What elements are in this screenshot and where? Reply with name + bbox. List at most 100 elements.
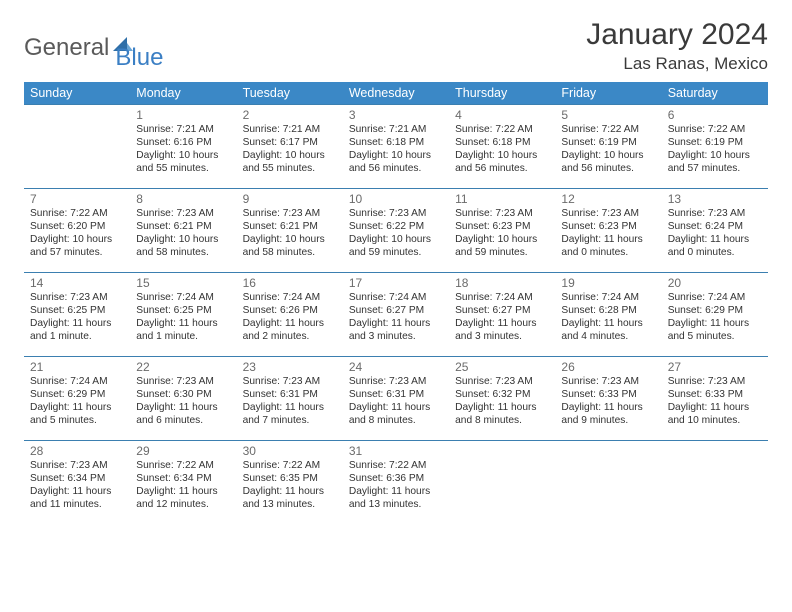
page-header: General Blue January 2024 Las Ranas, Mex…	[24, 18, 768, 74]
dow-header: Wednesday	[343, 82, 449, 105]
day-details: Sunrise: 7:23 AMSunset: 6:23 PMDaylight:…	[453, 207, 551, 259]
dow-header: Saturday	[662, 82, 768, 105]
day-number: 27	[666, 357, 764, 375]
day-number: 17	[347, 273, 445, 291]
week-row: 7Sunrise: 7:22 AMSunset: 6:20 PMDaylight…	[24, 189, 768, 273]
day-cell	[555, 441, 661, 525]
day-details: Sunrise: 7:23 AMSunset: 6:32 PMDaylight:…	[453, 375, 551, 427]
day-details: Sunrise: 7:23 AMSunset: 6:33 PMDaylight:…	[559, 375, 657, 427]
day-cell: 5Sunrise: 7:22 AMSunset: 6:19 PMDaylight…	[555, 105, 661, 189]
day-details: Sunrise: 7:24 AMSunset: 6:27 PMDaylight:…	[347, 291, 445, 343]
title-block: January 2024 Las Ranas, Mexico	[586, 18, 768, 74]
day-number: 4	[453, 105, 551, 123]
day-details: Sunrise: 7:21 AMSunset: 6:18 PMDaylight:…	[347, 123, 445, 175]
day-cell: 11Sunrise: 7:23 AMSunset: 6:23 PMDayligh…	[449, 189, 555, 273]
day-number: 9	[241, 189, 339, 207]
day-number: 24	[347, 357, 445, 375]
day-cell: 13Sunrise: 7:23 AMSunset: 6:24 PMDayligh…	[662, 189, 768, 273]
day-number: 13	[666, 189, 764, 207]
day-details: Sunrise: 7:23 AMSunset: 6:31 PMDaylight:…	[347, 375, 445, 427]
day-cell: 28Sunrise: 7:23 AMSunset: 6:34 PMDayligh…	[24, 441, 130, 525]
week-row: 1Sunrise: 7:21 AMSunset: 6:16 PMDaylight…	[24, 105, 768, 189]
day-cell: 20Sunrise: 7:24 AMSunset: 6:29 PMDayligh…	[662, 273, 768, 357]
day-details: Sunrise: 7:24 AMSunset: 6:26 PMDaylight:…	[241, 291, 339, 343]
day-cell: 17Sunrise: 7:24 AMSunset: 6:27 PMDayligh…	[343, 273, 449, 357]
day-number: 25	[453, 357, 551, 375]
day-number: 12	[559, 189, 657, 207]
week-row: 28Sunrise: 7:23 AMSunset: 6:34 PMDayligh…	[24, 441, 768, 525]
day-cell: 31Sunrise: 7:22 AMSunset: 6:36 PMDayligh…	[343, 441, 449, 525]
location-text: Las Ranas, Mexico	[586, 54, 768, 74]
day-cell: 2Sunrise: 7:21 AMSunset: 6:17 PMDaylight…	[237, 105, 343, 189]
day-number: 2	[241, 105, 339, 123]
day-cell: 7Sunrise: 7:22 AMSunset: 6:20 PMDaylight…	[24, 189, 130, 273]
day-cell: 25Sunrise: 7:23 AMSunset: 6:32 PMDayligh…	[449, 357, 555, 441]
day-number: 23	[241, 357, 339, 375]
day-details: Sunrise: 7:21 AMSunset: 6:17 PMDaylight:…	[241, 123, 339, 175]
day-cell: 14Sunrise: 7:23 AMSunset: 6:25 PMDayligh…	[24, 273, 130, 357]
day-cell: 27Sunrise: 7:23 AMSunset: 6:33 PMDayligh…	[662, 357, 768, 441]
day-details: Sunrise: 7:23 AMSunset: 6:30 PMDaylight:…	[134, 375, 232, 427]
day-cell: 9Sunrise: 7:23 AMSunset: 6:21 PMDaylight…	[237, 189, 343, 273]
day-cell: 26Sunrise: 7:23 AMSunset: 6:33 PMDayligh…	[555, 357, 661, 441]
day-number: 15	[134, 273, 232, 291]
day-number: 7	[28, 189, 126, 207]
day-cell	[449, 441, 555, 525]
day-cell: 4Sunrise: 7:22 AMSunset: 6:18 PMDaylight…	[449, 105, 555, 189]
day-details: Sunrise: 7:21 AMSunset: 6:16 PMDaylight:…	[134, 123, 232, 175]
day-details: Sunrise: 7:22 AMSunset: 6:36 PMDaylight:…	[347, 459, 445, 511]
week-row: 21Sunrise: 7:24 AMSunset: 6:29 PMDayligh…	[24, 357, 768, 441]
day-details: Sunrise: 7:23 AMSunset: 6:21 PMDaylight:…	[134, 207, 232, 259]
day-cell: 16Sunrise: 7:24 AMSunset: 6:26 PMDayligh…	[237, 273, 343, 357]
day-details: Sunrise: 7:22 AMSunset: 6:19 PMDaylight:…	[666, 123, 764, 175]
day-details: Sunrise: 7:23 AMSunset: 6:22 PMDaylight:…	[347, 207, 445, 259]
day-details: Sunrise: 7:23 AMSunset: 6:24 PMDaylight:…	[666, 207, 764, 259]
day-details: Sunrise: 7:22 AMSunset: 6:20 PMDaylight:…	[28, 207, 126, 259]
calendar-body: 1Sunrise: 7:21 AMSunset: 6:16 PMDaylight…	[24, 105, 768, 525]
day-cell: 1Sunrise: 7:21 AMSunset: 6:16 PMDaylight…	[130, 105, 236, 189]
day-details: Sunrise: 7:24 AMSunset: 6:25 PMDaylight:…	[134, 291, 232, 343]
day-cell: 8Sunrise: 7:23 AMSunset: 6:21 PMDaylight…	[130, 189, 236, 273]
day-number: 1	[134, 105, 232, 123]
day-cell	[24, 105, 130, 189]
day-cell: 6Sunrise: 7:22 AMSunset: 6:19 PMDaylight…	[662, 105, 768, 189]
day-of-week-row: Sunday Monday Tuesday Wednesday Thursday…	[24, 82, 768, 105]
day-details: Sunrise: 7:24 AMSunset: 6:29 PMDaylight:…	[28, 375, 126, 427]
day-details: Sunrise: 7:23 AMSunset: 6:21 PMDaylight:…	[241, 207, 339, 259]
brand-text-blue: Blue	[115, 44, 163, 72]
day-details: Sunrise: 7:23 AMSunset: 6:34 PMDaylight:…	[28, 459, 126, 511]
dow-header: Thursday	[449, 82, 555, 105]
day-cell: 21Sunrise: 7:24 AMSunset: 6:29 PMDayligh…	[24, 357, 130, 441]
day-number: 26	[559, 357, 657, 375]
day-details: Sunrise: 7:23 AMSunset: 6:23 PMDaylight:…	[559, 207, 657, 259]
day-number: 18	[453, 273, 551, 291]
day-details: Sunrise: 7:23 AMSunset: 6:25 PMDaylight:…	[28, 291, 126, 343]
day-cell: 15Sunrise: 7:24 AMSunset: 6:25 PMDayligh…	[130, 273, 236, 357]
day-cell: 12Sunrise: 7:23 AMSunset: 6:23 PMDayligh…	[555, 189, 661, 273]
day-cell: 24Sunrise: 7:23 AMSunset: 6:31 PMDayligh…	[343, 357, 449, 441]
day-number: 22	[134, 357, 232, 375]
day-cell: 22Sunrise: 7:23 AMSunset: 6:30 PMDayligh…	[130, 357, 236, 441]
day-number: 3	[347, 105, 445, 123]
week-row: 14Sunrise: 7:23 AMSunset: 6:25 PMDayligh…	[24, 273, 768, 357]
day-cell: 23Sunrise: 7:23 AMSunset: 6:31 PMDayligh…	[237, 357, 343, 441]
dow-header: Friday	[555, 82, 661, 105]
day-details: Sunrise: 7:22 AMSunset: 6:18 PMDaylight:…	[453, 123, 551, 175]
day-number: 19	[559, 273, 657, 291]
day-cell: 29Sunrise: 7:22 AMSunset: 6:34 PMDayligh…	[130, 441, 236, 525]
brand-logo: General Blue	[24, 24, 163, 72]
day-cell: 30Sunrise: 7:22 AMSunset: 6:35 PMDayligh…	[237, 441, 343, 525]
day-cell: 19Sunrise: 7:24 AMSunset: 6:28 PMDayligh…	[555, 273, 661, 357]
day-number: 14	[28, 273, 126, 291]
dow-header: Sunday	[24, 82, 130, 105]
day-details: Sunrise: 7:23 AMSunset: 6:33 PMDaylight:…	[666, 375, 764, 427]
day-number: 10	[347, 189, 445, 207]
day-number: 5	[559, 105, 657, 123]
day-cell: 18Sunrise: 7:24 AMSunset: 6:27 PMDayligh…	[449, 273, 555, 357]
day-details: Sunrise: 7:24 AMSunset: 6:27 PMDaylight:…	[453, 291, 551, 343]
day-number: 21	[28, 357, 126, 375]
month-title: January 2024	[586, 18, 768, 52]
calendar-table: Sunday Monday Tuesday Wednesday Thursday…	[24, 82, 768, 525]
brand-text-general: General	[24, 34, 109, 62]
calendar-page: General Blue January 2024 Las Ranas, Mex…	[0, 0, 792, 525]
